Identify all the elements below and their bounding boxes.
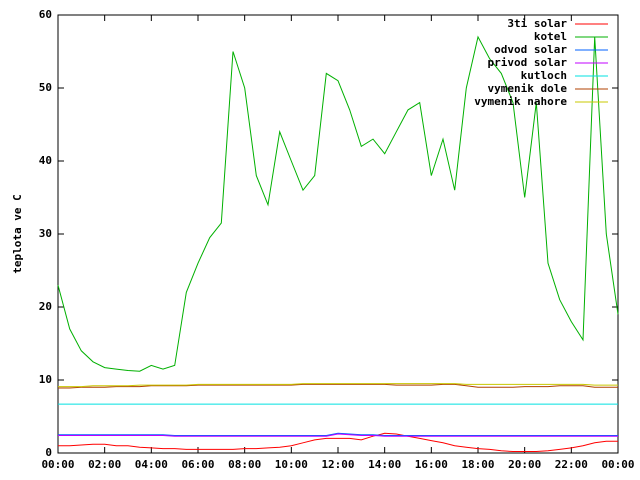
y-tick-label: 50 [39, 81, 52, 94]
x-tick-label: 22:00 [555, 458, 588, 471]
y-tick-label: 0 [45, 446, 52, 459]
series-line [57, 35, 619, 372]
series-line [58, 383, 618, 389]
legend-label: kutloch [521, 69, 567, 82]
x-tick-label: 04:00 [135, 458, 168, 471]
x-tick-label: 00:00 [41, 458, 74, 471]
x-tick-label: 14:00 [368, 458, 401, 471]
x-tick-label: 20:00 [508, 458, 541, 471]
x-tick-label: 18:00 [461, 458, 494, 471]
y-tick-label: 10 [39, 373, 52, 386]
legend-label: vymenik nahore [474, 95, 567, 108]
series-line [58, 432, 618, 452]
x-tick-label: 06:00 [181, 458, 214, 471]
legend-label: kotel [534, 30, 567, 43]
x-tick-label: 16:00 [415, 458, 448, 471]
y-axis-label: teplota ve C [11, 194, 24, 273]
legend-label: vymenik dole [488, 82, 568, 95]
x-tick-label: 02:00 [88, 458, 121, 471]
x-tick-label: 12:00 [321, 458, 354, 471]
y-tick-label: 20 [39, 300, 52, 313]
y-tick-label: 60 [39, 8, 52, 21]
plot-border [57, 14, 619, 454]
legend-label: odvod solar [494, 43, 567, 56]
legend-label: 3ti solar [507, 17, 567, 30]
series-line [58, 433, 618, 437]
series-line [58, 432, 618, 436]
series-line [58, 383, 618, 388]
y-tick-label: 40 [39, 154, 52, 167]
x-tick-label: 10:00 [275, 458, 308, 471]
legend-label: privod solar [488, 56, 568, 69]
x-tick-label: 00:00 [601, 458, 634, 471]
x-tick-label: 08:00 [228, 458, 261, 471]
y-tick-label: 30 [39, 227, 52, 240]
